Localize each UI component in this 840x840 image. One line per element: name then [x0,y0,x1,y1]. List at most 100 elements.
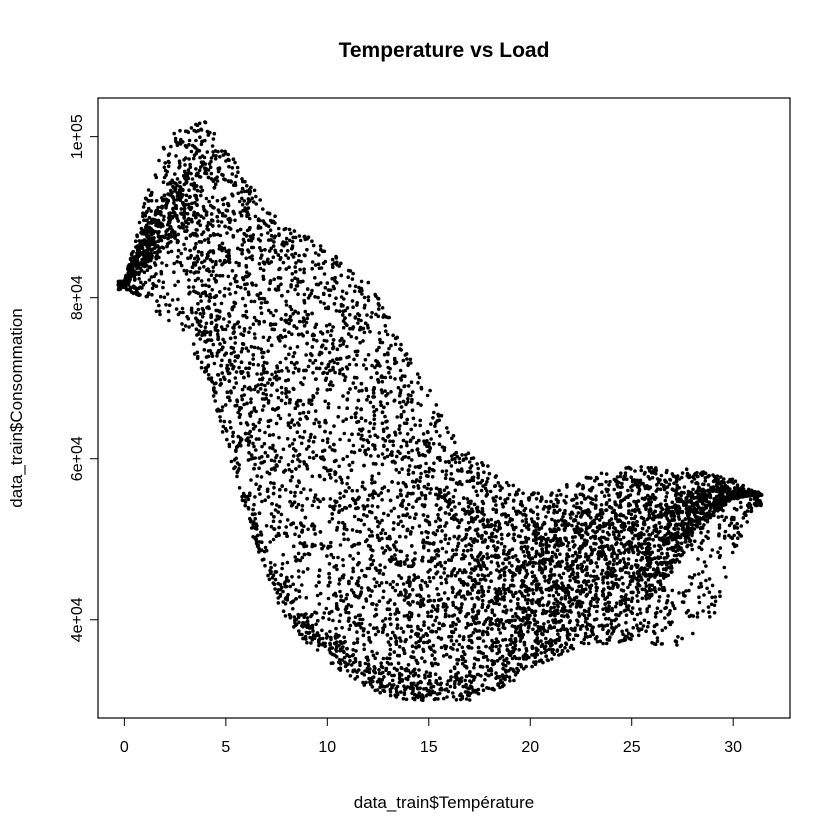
data-point [364,388,369,393]
data-point [574,551,578,556]
data-point [260,499,264,504]
data-point [672,526,676,531]
data-point [306,364,311,369]
data-point [676,527,681,531]
data-point [207,295,212,300]
data-point [618,602,623,607]
data-point [333,370,337,375]
data-point [274,503,279,507]
data-point [360,433,364,438]
data-point [379,581,384,585]
data-point [458,610,462,615]
data-point [370,534,375,538]
data-point [552,545,557,549]
data-point [368,434,372,439]
data-point [562,519,567,523]
data-point [399,592,403,596]
data-point [442,488,447,493]
data-point [654,527,659,531]
data-point [614,573,618,578]
data-point [608,586,612,590]
data-point [313,358,318,363]
data-point [463,664,467,668]
data-point [432,468,436,473]
data-point [277,337,281,341]
data-point [292,500,297,505]
data-point [206,228,211,232]
data-point [355,637,360,641]
data-point [582,560,586,564]
data-point [270,381,275,386]
data-point [181,223,186,227]
data-point [229,389,233,394]
data-point [340,481,344,485]
data-point [284,267,289,271]
data-point [416,624,420,629]
data-point [341,520,345,525]
data-point [240,243,245,247]
data-point [446,541,451,546]
data-point [310,612,314,617]
data-point [556,592,561,597]
data-point [341,532,346,536]
data-point [381,589,386,594]
data-point [220,262,224,267]
data-point [273,563,277,567]
data-point [284,525,289,529]
data-point [395,560,400,564]
data-point [256,293,260,298]
data-point [459,518,464,522]
data-point [440,469,445,474]
data-point [284,303,289,307]
data-point [288,304,293,309]
data-point [327,472,332,477]
data-point [443,476,448,481]
data-point [224,249,228,253]
data-point [255,474,259,478]
data-point [286,369,291,373]
data-point [372,422,377,426]
data-point [588,536,593,540]
chart-title: Temperature vs Load [339,39,550,62]
data-point [293,532,297,537]
data-point [272,459,277,463]
data-point [298,435,302,439]
data-point [365,538,369,542]
data-point [156,205,160,210]
data-point [212,361,217,366]
data-point [287,390,291,394]
data-point [497,522,502,526]
data-point [460,645,465,650]
data-point [252,444,256,449]
data-point [270,372,274,377]
data-point [602,575,606,579]
data-point [612,559,616,563]
data-point [246,458,251,462]
data-point [316,295,320,300]
data-point [301,402,306,407]
data-point [435,587,439,591]
data-point [304,447,309,451]
data-point [262,297,267,301]
data-point [435,570,440,574]
data-point [637,578,641,583]
data-point [397,427,401,432]
data-point [204,196,209,201]
data-point [409,611,414,616]
data-point [228,292,232,296]
data-point [384,666,389,671]
data-point [335,567,339,572]
data-point [593,534,598,539]
data-point [403,639,408,644]
data-point [450,590,455,594]
data-point [426,614,430,618]
data-point [262,360,267,365]
data-point [368,400,373,405]
data-point [453,505,457,509]
data-point [547,593,552,598]
data-point [404,668,408,673]
data-point [234,260,238,265]
data-point [328,445,332,449]
data-point [293,494,297,498]
data-point [271,519,276,524]
